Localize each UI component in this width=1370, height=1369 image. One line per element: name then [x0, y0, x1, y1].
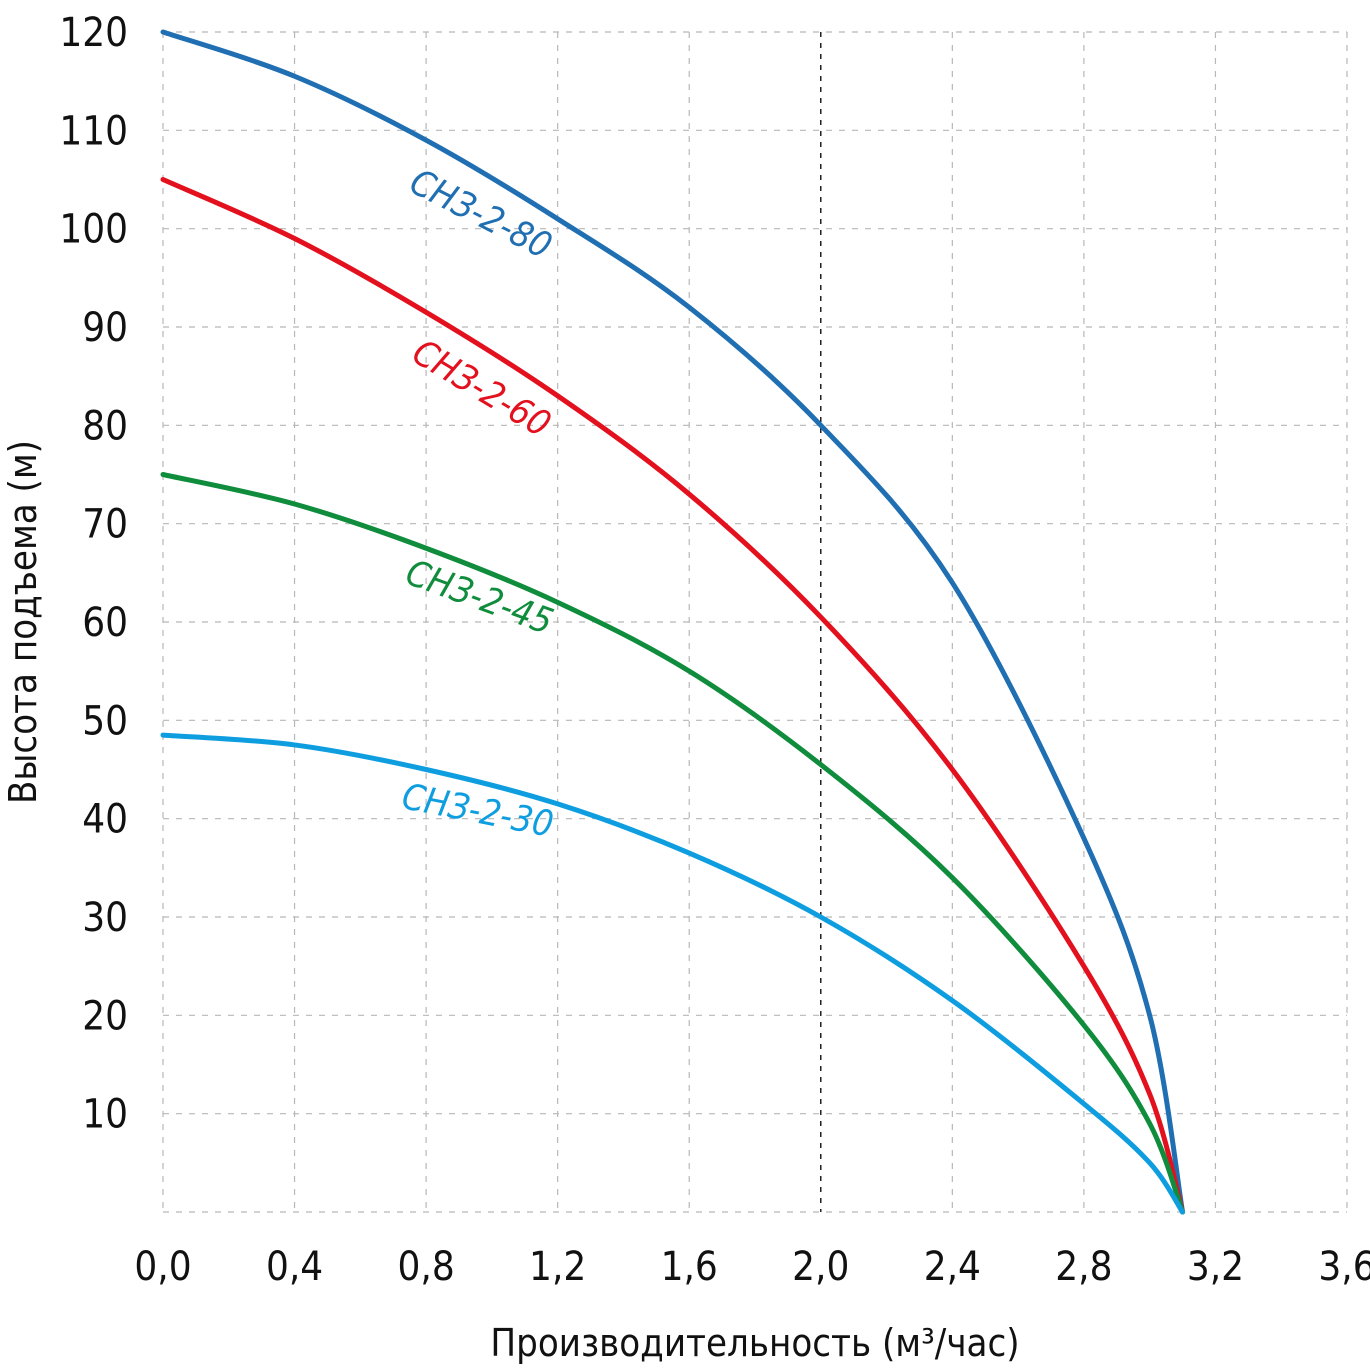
- y-tick-label: 10: [82, 1092, 128, 1138]
- x-tick-label: 1,6: [661, 1244, 718, 1290]
- y-tick-label: 60: [82, 600, 128, 646]
- x-tick-label: 3,2: [1187, 1244, 1244, 1290]
- x-tick-label: 0,8: [398, 1244, 455, 1290]
- series-line: [160, 472, 1186, 1215]
- y-tick-label: 110: [59, 108, 128, 154]
- x-tick-label: 3,6: [1318, 1244, 1370, 1290]
- series-label: СНЗ-2-30: [399, 776, 557, 845]
- x-tick-label: 0,0: [134, 1244, 191, 1290]
- series-line: [160, 177, 1186, 1215]
- y-tick-label: 120: [59, 10, 128, 56]
- x-tick-label: 2,8: [1055, 1244, 1112, 1290]
- grid-layer: [162, 31, 1348, 1213]
- y-tick-label: 50: [82, 698, 128, 744]
- y-tick-labels: 10 20 30 40 50 60 70 80 90 100 110 120: [59, 10, 128, 1138]
- series-line: [160, 732, 1186, 1215]
- y-tick-label: 70: [82, 502, 128, 548]
- y-axis-label: Высота подъема (м): [1, 440, 45, 804]
- x-tick-label: 1,2: [529, 1244, 586, 1290]
- series-label: СНЗ-2-45: [400, 552, 558, 643]
- x-axis-label: Производительность (м³/час): [490, 1321, 1019, 1364]
- y-tick-label: 40: [82, 797, 128, 843]
- x-tick-labels: 0,0 0,4 0,8 1,2 1,6 2,0 2,4 2,8 3,2 3,6: [134, 1244, 1370, 1290]
- y-tick-label: 90: [82, 305, 128, 351]
- y-tick-label: 30: [82, 895, 128, 941]
- x-tick-label: 2,0: [792, 1244, 849, 1290]
- y-tick-label: 20: [82, 993, 128, 1039]
- y-tick-label: 80: [82, 403, 128, 449]
- series-layer: [160, 29, 1186, 1215]
- x-tick-label: 0,4: [266, 1244, 323, 1290]
- y-tick-label: 100: [59, 207, 128, 253]
- x-tick-label: 2,4: [924, 1244, 981, 1290]
- series-line: [160, 29, 1186, 1215]
